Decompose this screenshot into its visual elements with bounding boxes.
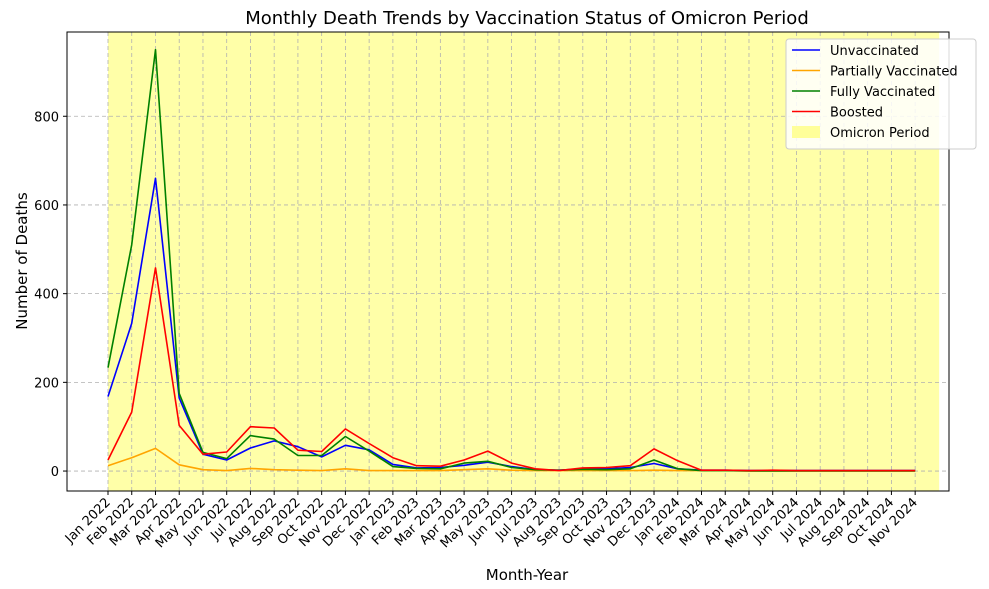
legend-label-omicron-period: Omicron Period bbox=[830, 126, 930, 141]
series-line-boosted bbox=[107, 267, 916, 472]
plot-frame bbox=[66, 31, 950, 492]
legend-box bbox=[785, 38, 977, 150]
chart-title: Monthly Death Trends by Vaccination Stat… bbox=[245, 8, 809, 29]
y-tick-label: 0 bbox=[51, 465, 59, 480]
x-axis-label: Month-Year bbox=[486, 566, 569, 584]
y-tick-label: 200 bbox=[34, 376, 59, 391]
legend-label-boosted: Boosted bbox=[830, 106, 883, 121]
y-axis-label: Number of Deaths bbox=[13, 192, 31, 330]
legend-label-partially-vaccinated: Partially Vaccinated bbox=[830, 65, 958, 80]
y-tick-label: 600 bbox=[34, 199, 59, 214]
y-tick-label: 800 bbox=[34, 110, 59, 125]
legend: Unvaccinated Partially Vaccinated Fully Va… bbox=[785, 38, 977, 150]
legend-label-unvaccinated: Unvaccinated bbox=[830, 44, 919, 59]
y-tick-label: 400 bbox=[34, 288, 59, 303]
legend-swatch-omicron-period bbox=[792, 126, 820, 138]
legend-label-fully-vaccinated: Fully Vaccinated bbox=[830, 85, 935, 100]
